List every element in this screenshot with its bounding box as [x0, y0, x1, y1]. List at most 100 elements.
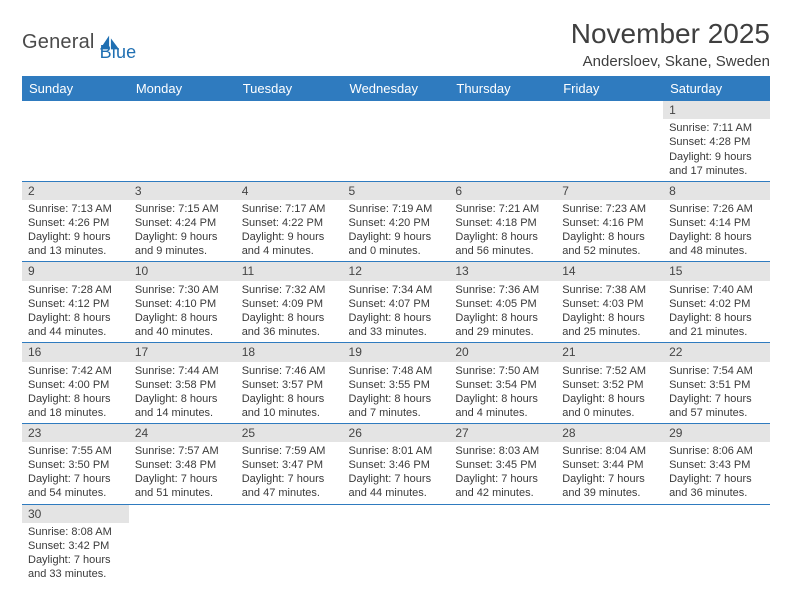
- calendar-cell: [556, 101, 663, 181]
- day-details: Sunrise: 7:50 AMSunset: 3:54 PMDaylight:…: [449, 362, 556, 423]
- day-number: 30: [22, 505, 129, 523]
- logo-word2: Blue: [100, 22, 137, 63]
- calendar-cell: 30Sunrise: 8:08 AMSunset: 3:42 PMDayligh…: [22, 504, 129, 584]
- day-number: 18: [236, 343, 343, 361]
- day-number: 27: [449, 424, 556, 442]
- day-number: 14: [556, 262, 663, 280]
- day-number: 5: [343, 182, 450, 200]
- day-details: Sunrise: 7:38 AMSunset: 4:03 PMDaylight:…: [556, 281, 663, 342]
- day-details: Sunrise: 7:26 AMSunset: 4:14 PMDaylight:…: [663, 200, 770, 261]
- header: General Blue November 2025 Andersloev, S…: [22, 18, 770, 70]
- calendar-cell: 2Sunrise: 7:13 AMSunset: 4:26 PMDaylight…: [22, 181, 129, 262]
- day-header: Sunday: [22, 76, 129, 101]
- day-number: 19: [343, 343, 450, 361]
- logo-word1: General: [22, 31, 95, 54]
- day-number: 4: [236, 182, 343, 200]
- day-number: 7: [556, 182, 663, 200]
- day-number: 26: [343, 424, 450, 442]
- day-details: Sunrise: 7:15 AMSunset: 4:24 PMDaylight:…: [129, 200, 236, 261]
- day-header: Saturday: [663, 76, 770, 101]
- page-subtitle: Andersloev, Skane, Sweden: [571, 53, 770, 70]
- calendar-cell: 14Sunrise: 7:38 AMSunset: 4:03 PMDayligh…: [556, 262, 663, 343]
- calendar-cell: [343, 504, 450, 584]
- calendar-cell: 28Sunrise: 8:04 AMSunset: 3:44 PMDayligh…: [556, 423, 663, 504]
- day-details: Sunrise: 7:34 AMSunset: 4:07 PMDaylight:…: [343, 281, 450, 342]
- calendar-cell: 20Sunrise: 7:50 AMSunset: 3:54 PMDayligh…: [449, 343, 556, 424]
- day-details: Sunrise: 7:42 AMSunset: 4:00 PMDaylight:…: [22, 362, 129, 423]
- calendar-cell: [556, 504, 663, 584]
- day-number: 23: [22, 424, 129, 442]
- day-number: 25: [236, 424, 343, 442]
- day-number: 10: [129, 262, 236, 280]
- day-number: 13: [449, 262, 556, 280]
- day-number: 3: [129, 182, 236, 200]
- day-number: 6: [449, 182, 556, 200]
- calendar-cell: 25Sunrise: 7:59 AMSunset: 3:47 PMDayligh…: [236, 423, 343, 504]
- calendar-cell: 8Sunrise: 7:26 AMSunset: 4:14 PMDaylight…: [663, 181, 770, 262]
- calendar-cell: 9Sunrise: 7:28 AMSunset: 4:12 PMDaylight…: [22, 262, 129, 343]
- calendar-row: 9Sunrise: 7:28 AMSunset: 4:12 PMDaylight…: [22, 262, 770, 343]
- day-number: 12: [343, 262, 450, 280]
- day-number: 9: [22, 262, 129, 280]
- day-number: 1: [663, 101, 770, 119]
- day-header: Wednesday: [343, 76, 450, 101]
- day-details: Sunrise: 7:54 AMSunset: 3:51 PMDaylight:…: [663, 362, 770, 423]
- day-details: Sunrise: 7:28 AMSunset: 4:12 PMDaylight:…: [22, 281, 129, 342]
- calendar-cell: [129, 504, 236, 584]
- calendar-cell: 12Sunrise: 7:34 AMSunset: 4:07 PMDayligh…: [343, 262, 450, 343]
- calendar-cell: [236, 504, 343, 584]
- day-header: Thursday: [449, 76, 556, 101]
- calendar-cell: [22, 101, 129, 181]
- day-details: Sunrise: 7:11 AMSunset: 4:28 PMDaylight:…: [663, 119, 770, 180]
- calendar-cell: 4Sunrise: 7:17 AMSunset: 4:22 PMDaylight…: [236, 181, 343, 262]
- day-details: Sunrise: 8:01 AMSunset: 3:46 PMDaylight:…: [343, 442, 450, 503]
- calendar-cell: 16Sunrise: 7:42 AMSunset: 4:00 PMDayligh…: [22, 343, 129, 424]
- calendar-grid: Sunday Monday Tuesday Wednesday Thursday…: [22, 76, 770, 584]
- day-header: Tuesday: [236, 76, 343, 101]
- day-header: Monday: [129, 76, 236, 101]
- calendar-cell: [449, 504, 556, 584]
- day-details: Sunrise: 7:30 AMSunset: 4:10 PMDaylight:…: [129, 281, 236, 342]
- day-details: Sunrise: 7:36 AMSunset: 4:05 PMDaylight:…: [449, 281, 556, 342]
- calendar-cell: 23Sunrise: 7:55 AMSunset: 3:50 PMDayligh…: [22, 423, 129, 504]
- calendar-row: 1Sunrise: 7:11 AMSunset: 4:28 PMDaylight…: [22, 101, 770, 181]
- day-details: Sunrise: 7:48 AMSunset: 3:55 PMDaylight:…: [343, 362, 450, 423]
- calendar-cell: 21Sunrise: 7:52 AMSunset: 3:52 PMDayligh…: [556, 343, 663, 424]
- calendar-cell: 10Sunrise: 7:30 AMSunset: 4:10 PMDayligh…: [129, 262, 236, 343]
- day-number: 2: [22, 182, 129, 200]
- calendar-cell: 19Sunrise: 7:48 AMSunset: 3:55 PMDayligh…: [343, 343, 450, 424]
- calendar-row: 23Sunrise: 7:55 AMSunset: 3:50 PMDayligh…: [22, 423, 770, 504]
- day-number: 29: [663, 424, 770, 442]
- day-details: Sunrise: 8:03 AMSunset: 3:45 PMDaylight:…: [449, 442, 556, 503]
- day-details: Sunrise: 7:40 AMSunset: 4:02 PMDaylight:…: [663, 281, 770, 342]
- calendar-cell: 26Sunrise: 8:01 AMSunset: 3:46 PMDayligh…: [343, 423, 450, 504]
- calendar-cell: [449, 101, 556, 181]
- day-number: 16: [22, 343, 129, 361]
- day-header-row: Sunday Monday Tuesday Wednesday Thursday…: [22, 76, 770, 101]
- logo: General Blue: [22, 18, 136, 63]
- calendar-cell: 11Sunrise: 7:32 AMSunset: 4:09 PMDayligh…: [236, 262, 343, 343]
- page-title: November 2025: [571, 18, 770, 50]
- calendar-cell: 18Sunrise: 7:46 AMSunset: 3:57 PMDayligh…: [236, 343, 343, 424]
- day-details: Sunrise: 7:23 AMSunset: 4:16 PMDaylight:…: [556, 200, 663, 261]
- day-details: Sunrise: 8:06 AMSunset: 3:43 PMDaylight:…: [663, 442, 770, 503]
- day-details: Sunrise: 8:08 AMSunset: 3:42 PMDaylight:…: [22, 523, 129, 584]
- day-header: Friday: [556, 76, 663, 101]
- calendar-cell: 29Sunrise: 8:06 AMSunset: 3:43 PMDayligh…: [663, 423, 770, 504]
- calendar-row: 30Sunrise: 8:08 AMSunset: 3:42 PMDayligh…: [22, 504, 770, 584]
- day-details: Sunrise: 7:52 AMSunset: 3:52 PMDaylight:…: [556, 362, 663, 423]
- calendar-cell: [663, 504, 770, 584]
- calendar-cell: 13Sunrise: 7:36 AMSunset: 4:05 PMDayligh…: [449, 262, 556, 343]
- day-number: 20: [449, 343, 556, 361]
- calendar-cell: [343, 101, 450, 181]
- day-details: Sunrise: 7:13 AMSunset: 4:26 PMDaylight:…: [22, 200, 129, 261]
- day-number: 24: [129, 424, 236, 442]
- day-details: Sunrise: 7:19 AMSunset: 4:20 PMDaylight:…: [343, 200, 450, 261]
- calendar-cell: 1Sunrise: 7:11 AMSunset: 4:28 PMDaylight…: [663, 101, 770, 181]
- day-details: Sunrise: 7:44 AMSunset: 3:58 PMDaylight:…: [129, 362, 236, 423]
- day-details: Sunrise: 7:32 AMSunset: 4:09 PMDaylight:…: [236, 281, 343, 342]
- calendar-cell: 15Sunrise: 7:40 AMSunset: 4:02 PMDayligh…: [663, 262, 770, 343]
- day-details: Sunrise: 8:04 AMSunset: 3:44 PMDaylight:…: [556, 442, 663, 503]
- calendar-cell: 22Sunrise: 7:54 AMSunset: 3:51 PMDayligh…: [663, 343, 770, 424]
- calendar-cell: [129, 101, 236, 181]
